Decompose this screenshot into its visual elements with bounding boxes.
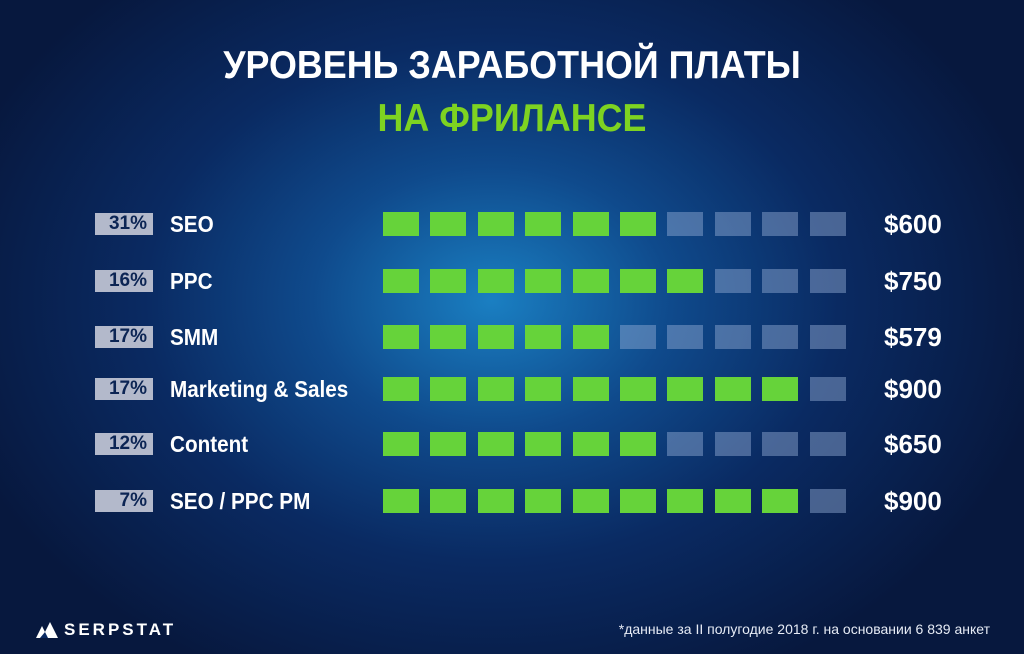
category-label: SEO / PPC PM <box>170 488 311 514</box>
category-label: SEO <box>170 211 214 237</box>
segment-filled <box>383 212 419 236</box>
segment-empty <box>667 212 703 236</box>
segment-filled <box>573 212 609 236</box>
segment-empty <box>667 432 703 456</box>
segment-filled <box>667 489 703 513</box>
footnote: *данные за II полугодие 2018 г. на основ… <box>618 621 990 637</box>
segment-filled <box>573 269 609 293</box>
serpstat-logo-icon <box>36 622 58 638</box>
segment-empty <box>715 325 751 349</box>
segment-filled <box>383 325 419 349</box>
segment-filled <box>383 489 419 513</box>
segment-empty <box>810 489 846 513</box>
segment-filled <box>525 432 561 456</box>
segment-empty <box>762 432 798 456</box>
segment-empty <box>810 269 846 293</box>
share-badge: 12% <box>95 433 153 455</box>
category-label: Content <box>170 431 249 457</box>
segment-filled <box>430 432 466 456</box>
segment-filled <box>573 432 609 456</box>
segment-filled <box>620 269 656 293</box>
segment-filled <box>573 489 609 513</box>
segment-filled <box>478 489 514 513</box>
segment-empty <box>667 325 703 349</box>
share-badge: 17% <box>95 326 153 348</box>
salary-value: $900 <box>884 486 942 516</box>
segment-filled <box>667 269 703 293</box>
salary-row: 17% Marketing & Sales $900 <box>0 374 1024 404</box>
segment-empty <box>715 432 751 456</box>
segment-filled <box>573 377 609 401</box>
segment-filled <box>620 432 656 456</box>
segment-empty <box>810 325 846 349</box>
segment-filled <box>620 212 656 236</box>
salary-row: 7% SEO / PPC PM $900 <box>0 486 1024 516</box>
salary-value: $579 <box>884 322 942 352</box>
brand-name: SERPSTAT <box>64 620 177 639</box>
chart-subtitle: НА ФРИЛАНСЕ <box>377 97 647 140</box>
salary-row: 12% Content $650 <box>0 429 1024 459</box>
segment-filled <box>620 377 656 401</box>
segment-filled <box>478 325 514 349</box>
segment-filled <box>478 269 514 293</box>
segment-empty <box>762 212 798 236</box>
segment-empty <box>810 377 846 401</box>
salary-row: 17% SMM $579 <box>0 322 1024 352</box>
salary-value: $650 <box>884 429 942 459</box>
segment-filled <box>383 269 419 293</box>
segment-empty <box>762 325 798 349</box>
segment-filled <box>383 432 419 456</box>
segment-empty <box>810 212 846 236</box>
segment-filled <box>525 377 561 401</box>
segment-filled <box>667 377 703 401</box>
share-badge: 31% <box>95 213 153 235</box>
salary-row: 16% PPC $750 <box>0 266 1024 296</box>
salary-value: $600 <box>884 209 942 239</box>
segment-filled <box>715 489 751 513</box>
category-label: PPC <box>170 268 213 294</box>
segment-filled <box>525 269 561 293</box>
salary-value: $750 <box>884 266 942 296</box>
segment-filled <box>478 432 514 456</box>
segment-filled <box>573 325 609 349</box>
serpstat-logo: SERPSTAT <box>36 620 177 639</box>
segment-empty <box>620 325 656 349</box>
segment-filled <box>430 377 466 401</box>
segment-filled <box>430 489 466 513</box>
share-badge: 16% <box>95 270 153 292</box>
share-badge: 17% <box>95 378 153 400</box>
share-badge: 7% <box>95 490 153 512</box>
segment-filled <box>525 325 561 349</box>
segment-filled <box>430 325 466 349</box>
segment-filled <box>383 377 419 401</box>
segment-filled <box>525 212 561 236</box>
segment-filled <box>430 212 466 236</box>
segment-empty <box>715 269 751 293</box>
segment-filled <box>525 489 561 513</box>
segment-filled <box>762 489 798 513</box>
segment-filled <box>620 489 656 513</box>
segment-empty <box>810 432 846 456</box>
segment-filled <box>478 377 514 401</box>
chart-title: УРОВЕНЬ ЗАРАБОТНОЙ ПЛАТЫ <box>223 44 801 87</box>
segment-empty <box>715 212 751 236</box>
salary-row: 31% SEO $600 <box>0 209 1024 239</box>
salary-value: $900 <box>884 374 942 404</box>
segment-filled <box>762 377 798 401</box>
segment-empty <box>762 269 798 293</box>
segment-filled <box>478 212 514 236</box>
category-label: SMM <box>170 324 219 350</box>
segment-filled <box>430 269 466 293</box>
segment-filled <box>715 377 751 401</box>
category-label: Marketing & Sales <box>170 376 349 402</box>
